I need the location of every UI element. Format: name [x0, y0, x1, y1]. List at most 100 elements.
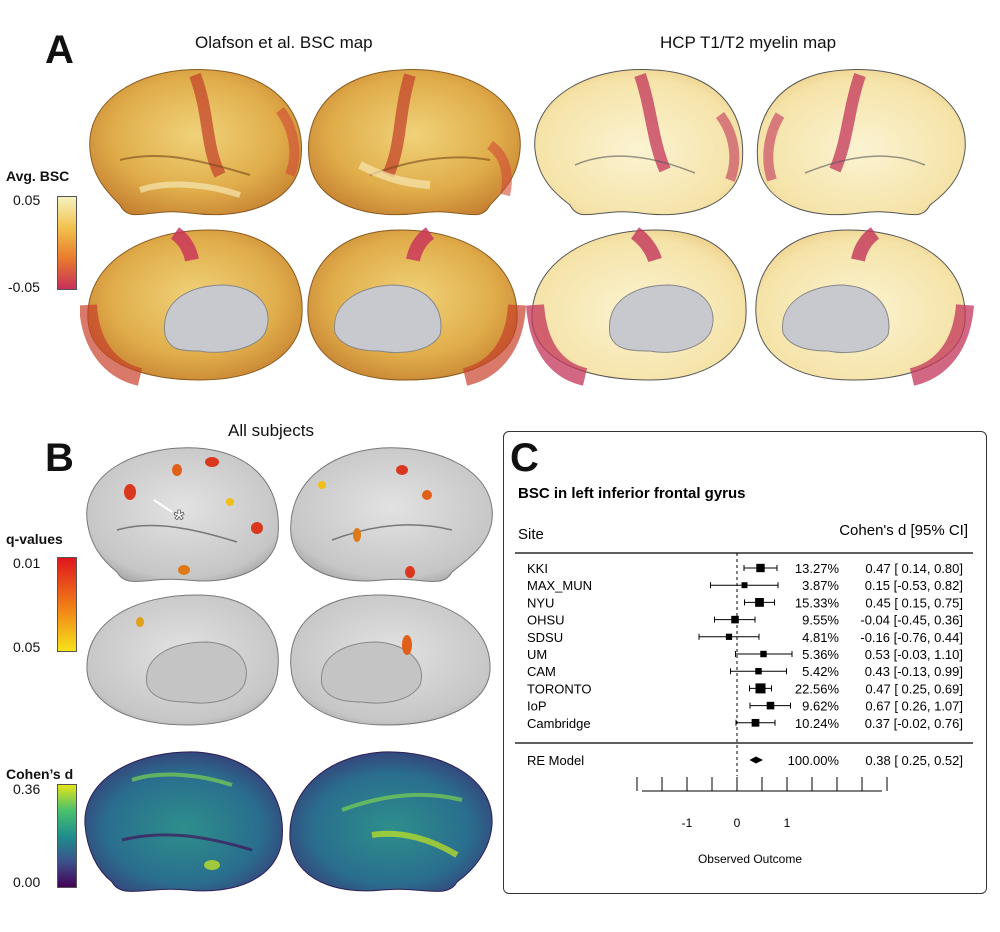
site-column-header: Site — [518, 526, 544, 543]
bsc-medial-right-brain — [307, 227, 526, 386]
avg-bsc-colorbar-min: -0.05 — [8, 279, 40, 295]
effect-square — [741, 582, 748, 589]
avg-bsc-colorbar-max: 0.05 — [13, 192, 41, 208]
forest-row: UM 5.36% 0.53 [-0.03, 1.10] — [527, 647, 963, 662]
q-values-colorbar-bottom: 0.05 — [13, 639, 41, 655]
x-axis-label: Observed Outcome — [698, 852, 802, 866]
panel-a-letter: A — [45, 28, 74, 72]
ci-label: 0.15 [-0.53, 0.82] — [865, 578, 963, 593]
summary-diamond — [749, 756, 763, 764]
forest-row: MAX_MUN 3.87% 0.15 [-0.53, 0.82] — [527, 578, 963, 593]
effect-square — [731, 615, 739, 624]
myelin-medial-right-brain — [755, 227, 974, 386]
forest-row: KKI 13.27% 0.47 [ 0.14, 0.80] — [527, 561, 963, 576]
summary-ci: 0.38 [ 0.25, 0.52] — [865, 753, 963, 768]
summary-label: RE Model — [527, 753, 584, 768]
effect-square — [766, 701, 775, 710]
myelin-lateral-right-brain — [756, 68, 966, 216]
x-tick-label: -1 — [682, 816, 693, 830]
site-label: IoP — [527, 699, 547, 714]
site-label: CAM — [527, 664, 556, 679]
q-lateral-right-brain — [290, 447, 493, 582]
ci-label: -0.16 [-0.76, 0.44] — [860, 630, 963, 645]
cohens-d-colorbar-bottom: 0.00 — [13, 874, 41, 890]
cohens-d-right-brain — [289, 751, 493, 892]
weight-label: 9.55% — [802, 613, 839, 628]
site-label: SDSU — [527, 630, 563, 645]
weight-label: 15.33% — [795, 595, 840, 610]
site-label: Cambridge — [527, 716, 591, 731]
panel-b-brain-images: * — [84, 447, 493, 892]
forest-row: TORONTO 22.56% 0.47 [ 0.25, 0.69] — [527, 681, 963, 696]
weight-label: 3.87% — [802, 578, 839, 593]
x-tick-label: 1 — [784, 816, 791, 830]
myelin-lateral-left-brain — [534, 68, 744, 216]
site-label: KKI — [527, 561, 548, 576]
effect-square — [751, 718, 760, 727]
summary-row: RE Model 100.00% 0.38 [ 0.25, 0.52] — [527, 753, 963, 768]
ci-label: 0.43 [-0.13, 0.99] — [865, 664, 963, 679]
cohens-d-colorbar-top: 0.36 — [13, 781, 41, 797]
effect-square — [725, 633, 733, 640]
ci-label: 0.45 [ 0.15, 0.75] — [865, 595, 963, 610]
asterisk-marker: * — [174, 504, 185, 534]
effect-square — [755, 598, 764, 607]
bsc-map-title: Olafson et al. BSC map — [195, 33, 373, 52]
effect-square — [755, 667, 762, 675]
effect-square — [756, 563, 765, 573]
forest-row: OHSU 9.55% -0.04 [-0.45, 0.36] — [527, 613, 963, 628]
bsc-lateral-right-brain — [308, 68, 521, 216]
bsc-lateral-left-brain — [89, 68, 302, 216]
panel-a-brain-images — [80, 68, 974, 386]
q-values-colorbar — [57, 557, 77, 652]
myelin-medial-left-brain — [526, 227, 747, 386]
ci-label: 0.37 [-0.02, 0.76] — [865, 716, 963, 731]
cohens-d-colorbar — [57, 784, 77, 888]
site-label: NYU — [527, 595, 554, 610]
myelin-map-title: HCP T1/T2 myelin map — [660, 33, 837, 52]
ci-label: 0.53 [-0.03, 1.10] — [865, 647, 963, 662]
q-lateral-left-brain — [86, 447, 279, 582]
q-values-colorbar-title: q-values — [6, 531, 63, 547]
bsc-medial-left-brain — [80, 227, 303, 386]
q-medial-left-brain — [86, 594, 279, 726]
ci-label: -0.04 [-0.45, 0.36] — [860, 613, 963, 628]
all-subjects-title: All subjects — [228, 421, 314, 440]
forest-plot-frame — [503, 431, 987, 894]
weight-label: 9.62% — [802, 699, 839, 714]
panel-c-letter: C — [510, 436, 539, 480]
avg-bsc-colorbar — [57, 196, 77, 290]
summary-weight: 100.00% — [788, 753, 840, 768]
forest-row: Cambridge 10.24% 0.37 [-0.02, 0.76] — [527, 716, 963, 731]
effect-square — [760, 650, 767, 658]
weight-label: 10.24% — [795, 716, 840, 731]
effect-square — [755, 683, 766, 694]
site-label: TORONTO — [527, 681, 592, 696]
ci-label: 0.47 [ 0.25, 0.69] — [865, 681, 963, 696]
forest-row: NYU 15.33% 0.45 [ 0.15, 0.75] — [527, 595, 963, 610]
forest-row: IoP 9.62% 0.67 [ 0.26, 1.07] — [527, 699, 963, 714]
forest-row: SDSU 4.81% -0.16 [-0.76, 0.44] — [527, 630, 963, 645]
cohens-d-left-brain — [84, 751, 283, 892]
q-medial-right-brain — [290, 594, 491, 726]
weight-label: 5.42% — [802, 664, 839, 679]
panel-b-letter: B — [45, 436, 74, 480]
weight-label: 4.81% — [802, 630, 839, 645]
forest-plot: BSC in left inferior frontal gyrus Site … — [515, 485, 973, 866]
site-label: MAX_MUN — [527, 578, 592, 593]
effect-column-header: Cohen's d [95% CI] — [839, 522, 968, 539]
avg-bsc-colorbar-title: Avg. BSC — [6, 168, 70, 184]
x-tick-label: 0 — [734, 816, 741, 830]
ci-label: 0.67 [ 0.26, 1.07] — [865, 699, 963, 714]
q-values-colorbar-top: 0.01 — [13, 555, 41, 571]
weight-label: 22.56% — [795, 681, 840, 696]
site-label: UM — [527, 647, 547, 662]
forest-plot-title: BSC in left inferior frontal gyrus — [518, 485, 746, 502]
cohens-d-colorbar-title: Cohen’s d — [6, 766, 74, 782]
marker-leader-line — [153, 499, 173, 513]
site-label: OHSU — [527, 613, 565, 628]
ci-label: 0.47 [ 0.14, 0.80] — [865, 561, 963, 576]
forest-row: CAM 5.42% 0.43 [-0.13, 0.99] — [527, 664, 963, 679]
weight-label: 13.27% — [795, 561, 840, 576]
weight-label: 5.36% — [802, 647, 839, 662]
